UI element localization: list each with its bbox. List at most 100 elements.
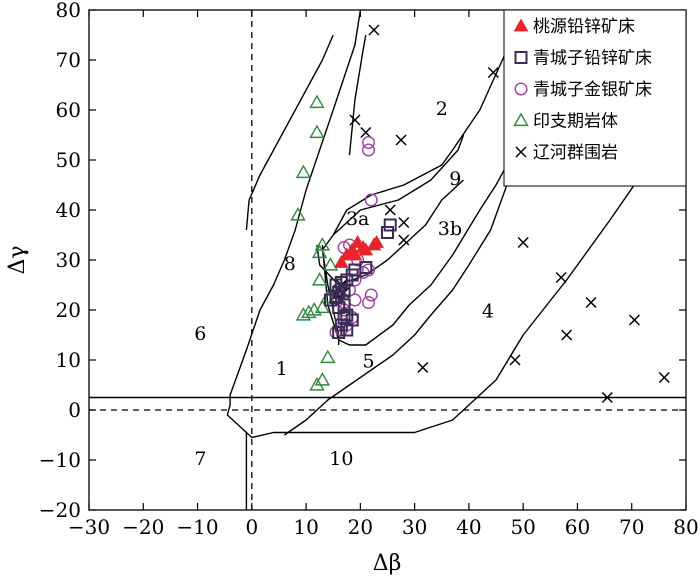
x-marker <box>368 24 380 36</box>
open-triangle-marker <box>322 257 339 271</box>
y-tick-label: −10 <box>39 448 81 472</box>
open-triangle-marker <box>290 207 306 221</box>
x-marker-stroke <box>398 234 410 246</box>
triangle-marker <box>513 18 529 32</box>
data-points <box>290 24 670 404</box>
legend-label: 桃源铅锌矿床 <box>533 17 635 37</box>
legend-item: 青城子铅锌矿床 <box>514 49 652 69</box>
x-marker-stroke <box>517 236 529 249</box>
y-tick-label: −20 <box>39 498 81 522</box>
square-marker <box>381 226 394 239</box>
x-tick-label: 10 <box>293 515 318 539</box>
x-tick-label: 60 <box>565 515 590 539</box>
x-marker-stroke <box>509 354 521 366</box>
x-marker-stroke <box>555 271 567 284</box>
open-triangle-marker <box>311 272 328 286</box>
x-tick-label: 40 <box>456 515 481 539</box>
legend-item: 青城子金银矿床 <box>514 80 652 100</box>
square-marker <box>383 218 397 232</box>
x-marker-stroke <box>360 126 372 139</box>
region-label: 10 <box>329 448 353 470</box>
legend-label: 青城子金银矿床 <box>533 80 652 100</box>
x-tick-label: −30 <box>68 515 110 539</box>
x-marker-stroke <box>398 216 410 229</box>
circle-marker <box>364 288 378 302</box>
x-marker-stroke <box>349 114 361 126</box>
open-triangle-marker <box>314 372 331 386</box>
x-marker <box>398 234 410 246</box>
x-marker-stroke <box>628 314 640 326</box>
legend-item: 辽河群围岩 <box>515 143 618 163</box>
x-marker <box>561 329 573 341</box>
region-label: 5 <box>362 351 374 373</box>
x-tick-label: 0 <box>245 515 258 539</box>
circle-marker <box>362 143 376 157</box>
x-marker <box>487 66 499 79</box>
legend-box <box>503 9 687 187</box>
x-tick-label: −10 <box>176 515 218 539</box>
triangle-marker <box>334 254 349 268</box>
x-tick-label: 80 <box>673 515 698 539</box>
x-marker <box>658 371 670 384</box>
x-marker <box>509 354 521 366</box>
triangle-marker <box>369 234 385 248</box>
series-group <box>334 234 385 268</box>
x-tick-label: 70 <box>619 515 644 539</box>
open-triangle-marker <box>295 164 312 179</box>
x-marker <box>398 216 410 229</box>
x-marker <box>417 361 429 374</box>
y-tick-label: 20 <box>56 298 81 322</box>
square-marker <box>337 311 351 324</box>
triangle-marker <box>347 247 363 261</box>
x-tick-label: −20 <box>122 515 164 539</box>
circle-marker <box>364 193 378 207</box>
boundary-line-7 <box>332 134 465 236</box>
circle-marker <box>362 135 376 149</box>
x-marker-stroke <box>395 134 407 146</box>
region-label: 4 <box>482 301 494 323</box>
x-tick-label: 50 <box>510 515 535 539</box>
open-triangle-marker <box>295 307 312 321</box>
circle-marker <box>514 82 528 96</box>
open-triangle-marker <box>309 94 325 109</box>
boundary-line-9 <box>316 179 464 286</box>
open-triangle-marker <box>320 349 336 364</box>
x-marker <box>517 236 529 249</box>
region-label: 7 <box>194 448 206 470</box>
x-marker <box>601 391 613 404</box>
y-tick-label: 50 <box>56 148 81 172</box>
region-label: 9 <box>449 168 461 190</box>
y-tick-label: 60 <box>56 98 81 122</box>
x-marker-stroke <box>601 391 613 404</box>
legend-item: 桃源铅锌矿床 <box>513 17 635 37</box>
boundary-line-2 <box>229 10 362 396</box>
x-axis-ticks: −30 −20 −10 0 10 20 30 40 50 60 70 80 <box>68 10 699 539</box>
series-group <box>324 218 397 339</box>
x-marker-stroke <box>368 24 380 36</box>
legend-label: 印支期岩体 <box>533 112 618 132</box>
x-marker-stroke <box>658 371 670 384</box>
y-tick-label: 10 <box>56 348 81 372</box>
y-tick-label: 70 <box>56 48 81 72</box>
x-tick-label: 20 <box>348 515 373 539</box>
triangle-marker <box>358 242 374 256</box>
region-labels: 1 2 3a 3b 4 5 6 7 8 9 10 <box>194 98 494 470</box>
x-marker-stroke <box>515 146 527 158</box>
boundary-line-4 <box>332 10 534 236</box>
x-marker-stroke <box>384 204 396 216</box>
discrimination-field-boundaries <box>226 10 686 510</box>
boundary-line-1 <box>245 34 334 231</box>
series-group <box>290 94 339 391</box>
boundary-line-3 <box>348 34 367 156</box>
x-marker <box>384 204 396 216</box>
open-triangle-marker <box>314 299 331 314</box>
legend-label: 青城子铅锌矿床 <box>533 49 652 69</box>
square-marker <box>514 51 528 64</box>
x-marker-stroke <box>585 296 597 309</box>
reference-lines <box>89 10 686 510</box>
x-marker <box>585 296 597 309</box>
square-marker <box>340 323 354 337</box>
open-triangle-marker <box>309 124 325 139</box>
